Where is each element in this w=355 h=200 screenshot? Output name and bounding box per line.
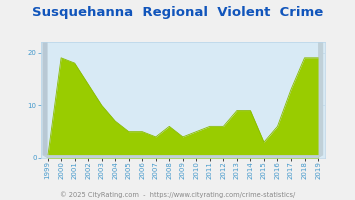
Polygon shape	[43, 39, 48, 158]
Text: © 2025 CityRating.com  -  https://www.cityrating.com/crime-statistics/: © 2025 CityRating.com - https://www.city…	[60, 191, 295, 198]
Polygon shape	[43, 39, 323, 155]
Polygon shape	[43, 155, 323, 158]
Text: Susquehanna  Regional  Violent  Crime: Susquehanna Regional Violent Crime	[32, 6, 323, 19]
Polygon shape	[43, 39, 323, 42]
Polygon shape	[318, 39, 323, 158]
